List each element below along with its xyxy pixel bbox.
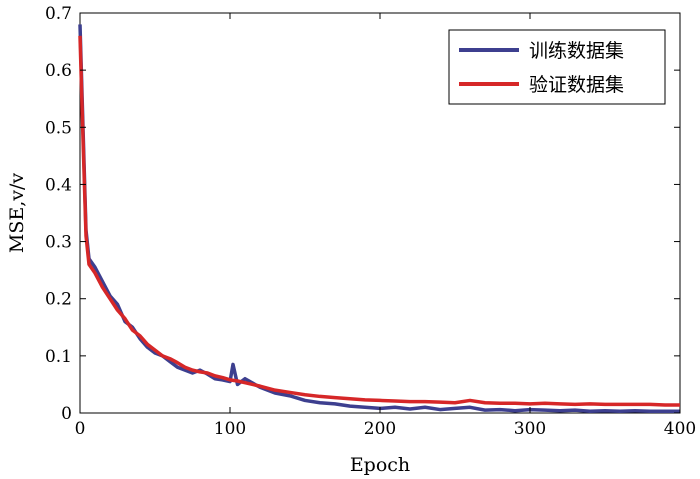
legend-box (448, 29, 666, 105)
x-tick-label: 300 (514, 419, 546, 439)
y-tick-label: 0.2 (45, 290, 72, 310)
legend-label-validation: 验证数据集 (529, 74, 624, 96)
y-tick-label: 0.3 (45, 233, 72, 253)
axis-tick-labels: 0 100 200 300 400 0 0.1 0.2 0.3 0.4 0.5 0.6 0.7 (45, 4, 696, 439)
y-tick-label: 0 (61, 404, 72, 424)
y-tick-label: 0.5 (45, 118, 72, 138)
legend: 训练数据集 验证数据集 (448, 29, 666, 105)
series-layer (78, 24, 680, 414)
x-tick-label: 200 (364, 419, 396, 439)
y-tick-label: 0.1 (45, 347, 72, 367)
x-tick-label: 100 (214, 419, 246, 439)
y-axis-title: MSE,v/v (6, 173, 28, 254)
y-tick-label: 0.7 (45, 4, 72, 24)
x-tick-label: 400 (664, 419, 696, 439)
y-tick-label: 0.6 (45, 61, 72, 81)
axis-ticks (79, 12, 681, 414)
x-tick-label: 0 (75, 419, 86, 439)
y-tick-label: 0.4 (45, 175, 72, 195)
series-line-validation (78, 35, 680, 407)
legend-label-training: 训练数据集 (529, 40, 624, 62)
x-axis-title: Epoch (350, 454, 410, 476)
